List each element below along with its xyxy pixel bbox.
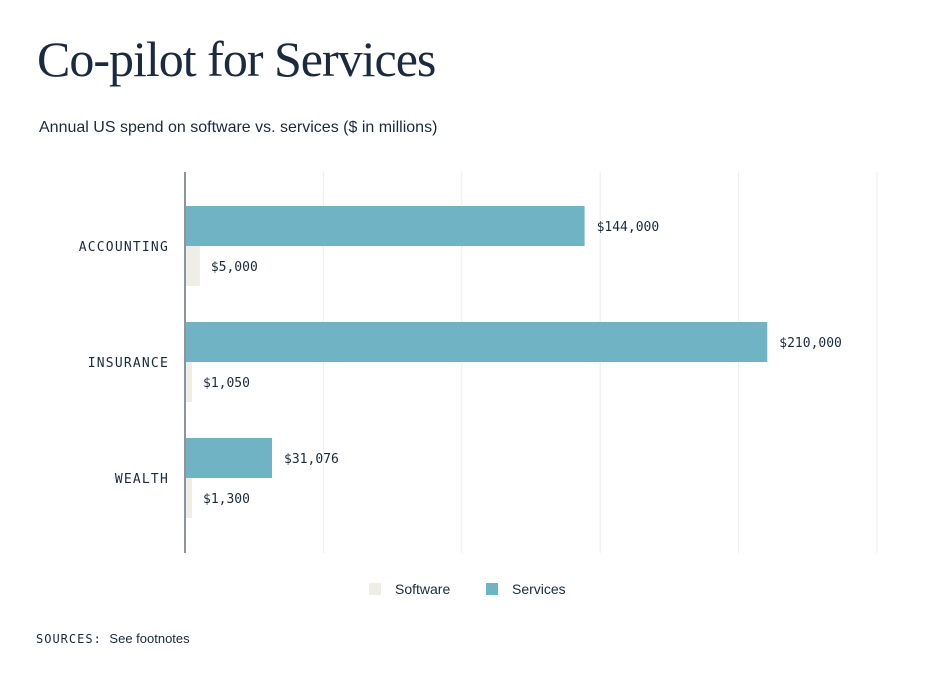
category-label-insurance: INSURANCE: [88, 356, 169, 371]
legend-item-software: Software: [369, 578, 450, 600]
legend-label-services: Services: [512, 581, 566, 597]
data-label-services-wealth: $31,076: [284, 452, 339, 467]
data-label-software-insurance: $1,050: [203, 376, 250, 391]
legend-swatch-software: [369, 583, 381, 595]
data-label-software-wealth: $1,300: [203, 492, 250, 507]
data-label-services-accounting: $144,000: [597, 220, 660, 235]
legend: Software Services: [0, 578, 942, 600]
legend-swatch-services: [486, 583, 498, 595]
legend-label-software: Software: [395, 581, 451, 597]
bar-chart: $144,000 $5,000 $210,000 $1,050 $31,076 $1,30…: [79, 172, 878, 553]
sources-label: SOURCES:: [36, 632, 102, 646]
sources-text: See footnotes: [109, 631, 190, 646]
legend-item-services: Services: [486, 578, 566, 600]
chart-title: Co-pilot for Services: [37, 31, 436, 87]
category-labels: ACCOUNTING INSURANCE WEALTH: [79, 240, 169, 487]
category-label-wealth: WEALTH: [115, 472, 169, 487]
category-label-accounting: ACCOUNTING: [79, 240, 169, 255]
bar-services-accounting: [186, 206, 585, 246]
bar-services-wealth: [186, 438, 273, 478]
sources-note: SOURCES: See footnotes: [36, 631, 190, 646]
data-label-services-insurance: $210,000: [779, 336, 842, 351]
bar-software-wealth: [186, 478, 192, 518]
bars: [186, 206, 768, 518]
chart-subtitle: Annual US spend on software vs. services…: [39, 119, 438, 136]
bar-software-accounting: [186, 246, 200, 286]
data-label-software-accounting: $5,000: [211, 260, 258, 275]
bar-services-insurance: [186, 322, 768, 362]
bar-software-insurance: [186, 362, 192, 402]
data-labels: $144,000 $5,000 $210,000 $1,050 $31,076 $1,30…: [203, 220, 842, 507]
